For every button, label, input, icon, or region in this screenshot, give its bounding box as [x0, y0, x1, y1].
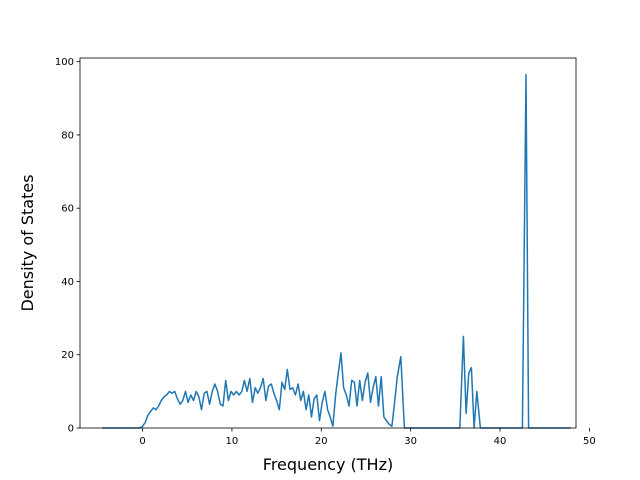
x-axis-label: Frequency (THz) — [263, 455, 393, 474]
x-tick-label: 50 — [583, 436, 596, 447]
y-tick-label: 20 — [61, 350, 74, 361]
x-tick-label: 40 — [494, 436, 507, 447]
y-tick-label: 40 — [61, 277, 74, 288]
y-axis-label: Density of States — [18, 174, 37, 311]
x-tick-label: 10 — [226, 436, 239, 447]
x-tick-label: 30 — [404, 436, 417, 447]
axes-frame — [79, 57, 577, 429]
y-tick-label: 60 — [61, 204, 74, 215]
y-tick-label: 100 — [55, 57, 74, 68]
x-tick-label: 0 — [139, 436, 145, 447]
x-tick-label: 20 — [315, 436, 328, 447]
y-tick-label: 0 — [68, 424, 74, 435]
dos-series-line — [102, 73, 571, 429]
y-tick-label: 80 — [61, 130, 74, 141]
plot-background — [80, 58, 576, 428]
